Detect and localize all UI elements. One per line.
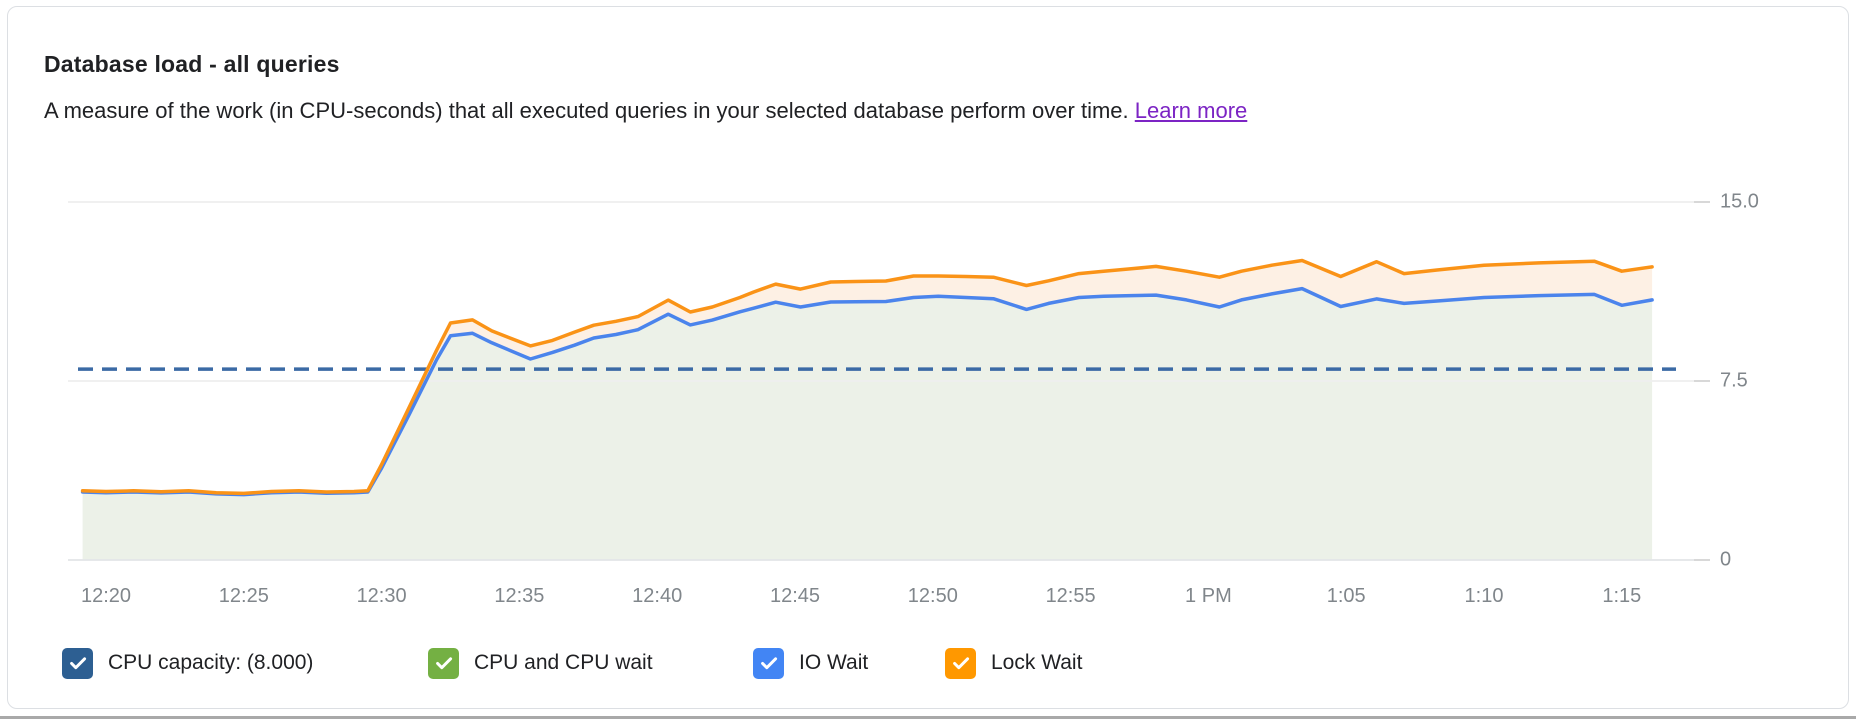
x-tick-label: 1:05	[1326, 585, 1366, 607]
checkmark-icon	[760, 657, 777, 670]
legend-label-lock-wait: Lock Wait	[991, 651, 1083, 674]
x-tick-label: 12:20	[80, 585, 132, 607]
legend-item-cpu-capacity[interactable]: CPU capacity: (8.000)	[62, 647, 313, 679]
y-tick-label: 7.5	[1720, 369, 1748, 392]
y-tick-label: 0	[1720, 548, 1732, 571]
x-tick-label: 12:45	[769, 585, 821, 607]
legend-label-io-wait: IO Wait	[799, 651, 869, 674]
cpu-and-cpu-wait-checkbox[interactable]	[428, 647, 459, 679]
legend-label-cpu-capacity: CPU capacity: (8.000)	[108, 651, 314, 674]
legend-item-lock-wait[interactable]: Lock Wait	[945, 647, 1082, 679]
chart-description: A measure of the work (in CPU-seconds) t…	[44, 98, 1247, 124]
x-tick-label: 12:35	[494, 585, 545, 607]
x-tick-label: 1:15	[1602, 585, 1642, 607]
lock-wait-area-fill	[82, 260, 1653, 495]
x-tick-label: 12:40	[632, 585, 683, 607]
load-chart-canvas[interactable]	[8, 7, 1856, 627]
y-tick-label: 15.0	[1720, 190, 1759, 213]
database-load-card: Database load - all queries A measure of…	[7, 6, 1849, 709]
chart-description-text: A measure of the work (in CPU-seconds) t…	[44, 98, 1129, 123]
lock-wait-checkbox[interactable]	[945, 647, 976, 679]
section-divider	[0, 716, 1856, 719]
x-tick-label: 12:30	[356, 585, 407, 607]
x-tick-label: 1 PM	[1185, 585, 1232, 607]
x-tick-label: 12:50	[907, 585, 958, 607]
io-wait-checkbox[interactable]	[753, 647, 784, 679]
legend-label-cpu-and-cpu-wait: CPU and CPU wait	[474, 651, 653, 674]
legend-item-cpu-and-cpu-wait[interactable]: CPU and CPU wait	[428, 647, 653, 679]
x-tick-label: 12:55	[1045, 585, 1096, 607]
cpu-area-fill	[82, 288, 1653, 560]
cpu-capacity-checkbox[interactable]	[62, 647, 93, 679]
x-tick-label: 1:10	[1464, 585, 1504, 607]
lock-wait-line	[80, 258, 1654, 496]
database-load-chart[interactable]: 15.0 7.5 0 12:20 12:25 12:30 12:35 12:40 12:45 1…	[8, 7, 1856, 627]
checkmark-icon	[952, 657, 969, 670]
chart-legend: CPU capacity: (8.000) CPU and CPU wait I…	[8, 647, 1856, 681]
x-tick-label: 12:25	[218, 585, 269, 607]
learn-more-link[interactable]: Learn more	[1134, 98, 1248, 123]
page-title: Database load - all queries	[44, 51, 340, 77]
checkmark-icon	[69, 657, 86, 670]
legend-item-io-wait[interactable]: IO Wait	[753, 647, 868, 679]
checkmark-icon	[435, 657, 452, 670]
